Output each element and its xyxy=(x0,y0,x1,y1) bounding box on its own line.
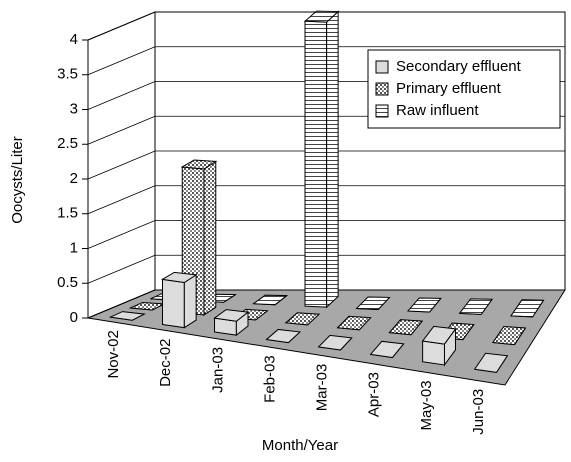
y-tick-label: 2 xyxy=(70,170,78,187)
bar xyxy=(458,298,494,315)
y-tick-label: 3.5 xyxy=(57,66,78,83)
grid-line xyxy=(87,220,565,249)
bar-top xyxy=(355,296,391,311)
x-tick-label: May-03 xyxy=(418,380,435,430)
bar-top xyxy=(265,328,302,344)
bar-side xyxy=(203,160,217,316)
x-tick-label: Mar-03 xyxy=(314,364,331,412)
grid-line xyxy=(87,11,565,41)
bar xyxy=(388,319,424,336)
bar xyxy=(491,325,527,346)
bar-side xyxy=(326,10,339,309)
bar xyxy=(213,309,250,337)
legend: Secondary effluent Primary effluent Raw in… xyxy=(367,49,561,129)
grid-line xyxy=(87,46,565,76)
bar-front xyxy=(422,340,445,366)
x-axis-title: Month/Year xyxy=(262,437,338,454)
legend-label: Primary effluent xyxy=(396,80,502,97)
bar xyxy=(510,299,545,318)
legend-label: Raw influent xyxy=(396,102,479,119)
bar xyxy=(265,328,302,344)
y-tick-label: 0 xyxy=(70,309,78,326)
bar xyxy=(421,325,457,367)
x-tick-label: Feb-03 xyxy=(261,355,278,403)
grid-line xyxy=(87,289,565,319)
bar-top xyxy=(108,311,146,321)
bar xyxy=(252,294,289,306)
legend-swatch xyxy=(375,104,389,118)
grid-line xyxy=(87,185,565,215)
bar-top xyxy=(369,340,405,359)
bar-top xyxy=(303,10,340,23)
y-axis-title: Oocysts/Liter xyxy=(9,136,26,224)
bar-front xyxy=(304,20,328,308)
legend-label: Secondary effluent xyxy=(396,58,522,75)
bar xyxy=(355,296,391,311)
x-tick-label: Dec-02 xyxy=(157,339,174,387)
y-tick-label: 2.5 xyxy=(57,135,78,152)
y-tick-label: 1.5 xyxy=(57,205,78,222)
x-tick-label: Jun-03 xyxy=(470,389,487,435)
bar-top xyxy=(213,309,250,322)
x-tick-label: Nov-02 xyxy=(105,330,122,378)
grid-line xyxy=(87,150,565,180)
bar-top xyxy=(252,294,289,306)
bar-top xyxy=(317,334,353,351)
bar-top xyxy=(458,298,494,315)
bar-top xyxy=(510,299,545,318)
bar-top xyxy=(336,315,372,331)
bar-top xyxy=(491,325,527,346)
bar-top xyxy=(388,319,424,336)
bar xyxy=(317,334,353,351)
bar-top xyxy=(180,159,218,170)
bar-top xyxy=(473,352,509,373)
bar-top xyxy=(421,325,457,345)
bar xyxy=(108,311,146,321)
bar xyxy=(369,340,405,359)
bar-front xyxy=(161,278,185,329)
legend-swatch xyxy=(375,60,389,74)
bar xyxy=(406,297,442,313)
legend-swatch xyxy=(375,82,389,96)
x-tick-label: Jan-03 xyxy=(209,347,226,393)
bar-side xyxy=(183,273,197,329)
bar-top xyxy=(406,297,442,313)
y-tick-label: 1 xyxy=(70,239,78,256)
y-tick-label: 0.5 xyxy=(57,274,78,291)
grid-line xyxy=(87,254,565,284)
bar xyxy=(473,352,509,373)
y-tick-label: 4 xyxy=(70,31,78,48)
y-tick-label: 3 xyxy=(70,100,78,117)
bar xyxy=(336,315,372,331)
legend-box xyxy=(367,49,561,129)
bar-top xyxy=(284,312,321,326)
bar xyxy=(303,10,340,309)
bar-top xyxy=(161,271,198,284)
bar xyxy=(284,312,321,326)
bar xyxy=(161,271,198,329)
x-tick-label: Apr-03 xyxy=(366,372,383,417)
